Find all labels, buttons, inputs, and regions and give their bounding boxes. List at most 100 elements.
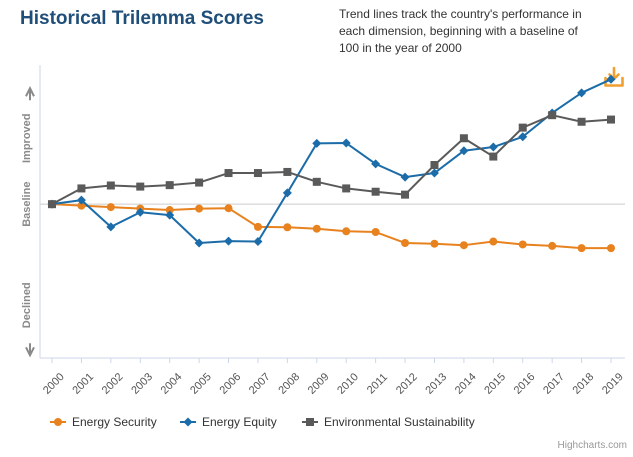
x-tick-label: 2019 (600, 371, 626, 397)
data-point[interactable] (48, 200, 56, 209)
data-point[interactable] (312, 224, 321, 233)
data-point[interactable] (430, 160, 439, 169)
data-point[interactable] (489, 152, 498, 161)
x-tick-label: 2007 (247, 371, 273, 397)
data-point[interactable] (606, 74, 616, 84)
x-tick-label: 2006 (218, 371, 244, 397)
data-point[interactable] (459, 134, 468, 143)
data-point[interactable] (165, 181, 174, 190)
data-point[interactable] (400, 172, 410, 182)
baseline-label: Baseline (21, 182, 33, 227)
x-tick-label: 2001 (70, 371, 96, 397)
data-point[interactable] (194, 238, 204, 248)
series-energy-security (48, 200, 615, 253)
x-tick-label: 2008 (276, 371, 302, 397)
data-point[interactable] (429, 168, 439, 178)
data-point[interactable] (371, 228, 380, 237)
data-point[interactable] (312, 138, 322, 148)
data-point[interactable] (106, 222, 116, 232)
data-point[interactable] (577, 117, 586, 126)
data-point[interactable] (195, 204, 204, 213)
arrow-down-icon (25, 343, 35, 358)
data-point[interactable] (489, 237, 498, 246)
data-point[interactable] (548, 111, 557, 120)
data-point[interactable] (341, 138, 351, 148)
series-line (51, 78, 612, 244)
data-point[interactable] (165, 210, 175, 220)
x-tick-label: 2013 (423, 371, 449, 397)
data-point[interactable] (342, 184, 351, 193)
data-point[interactable] (77, 184, 86, 193)
data-point[interactable] (76, 195, 86, 205)
data-point[interactable] (607, 244, 615, 253)
x-tick-label: 2011 (365, 371, 390, 396)
data-point[interactable] (253, 169, 262, 178)
x-tick-label: 2004 (159, 371, 185, 397)
data-point[interactable] (135, 207, 145, 217)
data-point[interactable] (342, 227, 351, 236)
data-point[interactable] (430, 239, 439, 248)
data-point[interactable] (488, 142, 498, 152)
legend-symbol (180, 417, 196, 427)
legend-item-energy-equity[interactable]: Energy Equity (180, 415, 277, 429)
data-point[interactable] (371, 187, 380, 196)
data-point[interactable] (401, 190, 410, 199)
data-point[interactable] (459, 146, 469, 156)
arrow-up-icon (25, 86, 35, 101)
x-tick-label: 2018 (571, 371, 597, 397)
data-point[interactable] (165, 206, 174, 215)
series-line (51, 203, 611, 250)
data-point[interactable] (312, 177, 321, 186)
series-line (51, 114, 612, 206)
data-point[interactable] (518, 240, 527, 249)
data-point[interactable] (106, 181, 115, 190)
data-point[interactable] (282, 188, 292, 198)
data-point[interactable] (77, 201, 86, 210)
x-tick-label: 2012 (394, 371, 420, 397)
data-point[interactable] (577, 244, 586, 253)
data-point[interactable] (518, 132, 528, 142)
data-point[interactable] (253, 222, 262, 231)
data-point[interactable] (224, 204, 233, 213)
x-tick-label: 2010 (335, 371, 361, 397)
series-environmental-sustainability (48, 111, 615, 209)
x-tick-label: 2017 (541, 371, 567, 397)
x-tick-label: 2000 (41, 371, 67, 397)
chart-legend: Energy Security Energy Equity Environmenta… (0, 415, 633, 437)
legend-label: Energy Security (72, 415, 157, 429)
data-point[interactable] (518, 123, 527, 132)
x-tick-label: 2009 (306, 371, 332, 397)
data-point[interactable] (106, 203, 115, 212)
data-point[interactable] (283, 223, 292, 232)
chart-subtitle: Trend lines track the country's performa… (339, 7, 582, 55)
data-point[interactable] (371, 159, 381, 169)
data-point[interactable] (459, 241, 468, 250)
page-title: Historical Trilemma Scores (20, 8, 264, 29)
data-point[interactable] (401, 238, 410, 247)
x-tick-label: 2015 (482, 371, 508, 397)
legend-item-environmental-sustainability[interactable]: Environmental Sustainability (302, 415, 475, 429)
data-point[interactable] (136, 182, 145, 191)
legend-symbol (302, 418, 318, 426)
improved-label: Improved (21, 113, 33, 163)
data-point[interactable] (607, 115, 615, 124)
data-point[interactable] (195, 178, 204, 187)
x-tick-label: 2005 (188, 371, 214, 397)
data-point[interactable] (283, 167, 292, 176)
data-point[interactable] (224, 236, 234, 246)
trilemma-chart: Improved Baseline Declined 2000 2001 2002 200… (21, 65, 626, 397)
legend-label: Environmental Sustainability (324, 415, 475, 429)
credits-link[interactable]: Highcharts.com (557, 440, 627, 451)
data-point[interactable] (253, 237, 263, 247)
x-tick-label: 2016 (512, 371, 538, 397)
legend-label: Energy Equity (202, 415, 277, 429)
data-point[interactable] (548, 241, 557, 250)
declined-label: Declined (21, 282, 33, 328)
legend-symbol (50, 418, 66, 426)
data-point[interactable] (224, 169, 233, 178)
legend-item-energy-security[interactable]: Energy Security (50, 415, 157, 429)
data-point[interactable] (577, 88, 587, 98)
x-tick-label: 2002 (100, 371, 126, 397)
x-tick-label: 2014 (453, 371, 479, 397)
series-energy-equity (47, 74, 616, 248)
